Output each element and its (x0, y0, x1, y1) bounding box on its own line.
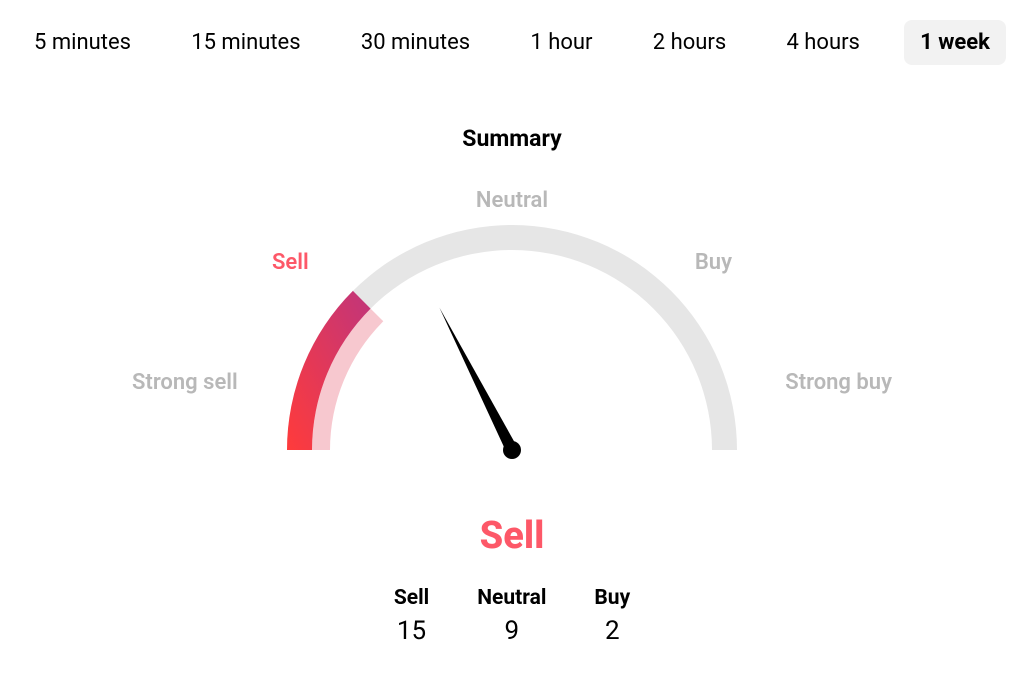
counts-row: Sell 15 Neutral 9 Buy 2 (0, 586, 1024, 646)
tab-30-minutes[interactable]: 30 minutes (345, 20, 486, 65)
count-buy-label: Buy (594, 586, 630, 610)
gauge-label-strong-buy: Strong buy (785, 370, 892, 395)
tab-4-hours[interactable]: 4 hours (770, 20, 875, 65)
gauge: Strong sell Sell Neutral Buy Strong buy (132, 170, 892, 510)
count-sell: Sell 15 (394, 586, 429, 646)
gauge-label-strong-sell: Strong sell (132, 370, 238, 395)
count-neutral-label: Neutral (477, 586, 546, 610)
tab-1-week[interactable]: 1 week (904, 20, 1006, 65)
gauge-label-sell: Sell (272, 250, 309, 275)
count-sell-label: Sell (394, 586, 429, 610)
timeframe-tabs: 5 minutes 15 minutes 30 minutes 1 hour 2… (0, 0, 1024, 65)
gauge-label-buy: Buy (695, 250, 732, 275)
gauge-label-neutral: Neutral (476, 188, 548, 213)
tab-2-hours[interactable]: 2 hours (637, 20, 742, 65)
tab-5-minutes[interactable]: 5 minutes (18, 20, 147, 65)
tab-15-minutes[interactable]: 15 minutes (175, 20, 316, 65)
count-neutral-value: 9 (477, 616, 546, 646)
tab-1-hour[interactable]: 1 hour (514, 20, 608, 65)
verdict-label: Sell (0, 514, 1024, 558)
count-buy: Buy 2 (594, 586, 630, 646)
count-neutral: Neutral 9 (477, 586, 546, 646)
gauge-svg (252, 170, 772, 470)
count-sell-value: 15 (394, 616, 429, 646)
count-buy-value: 2 (594, 616, 630, 646)
summary-title: Summary (0, 125, 1024, 152)
